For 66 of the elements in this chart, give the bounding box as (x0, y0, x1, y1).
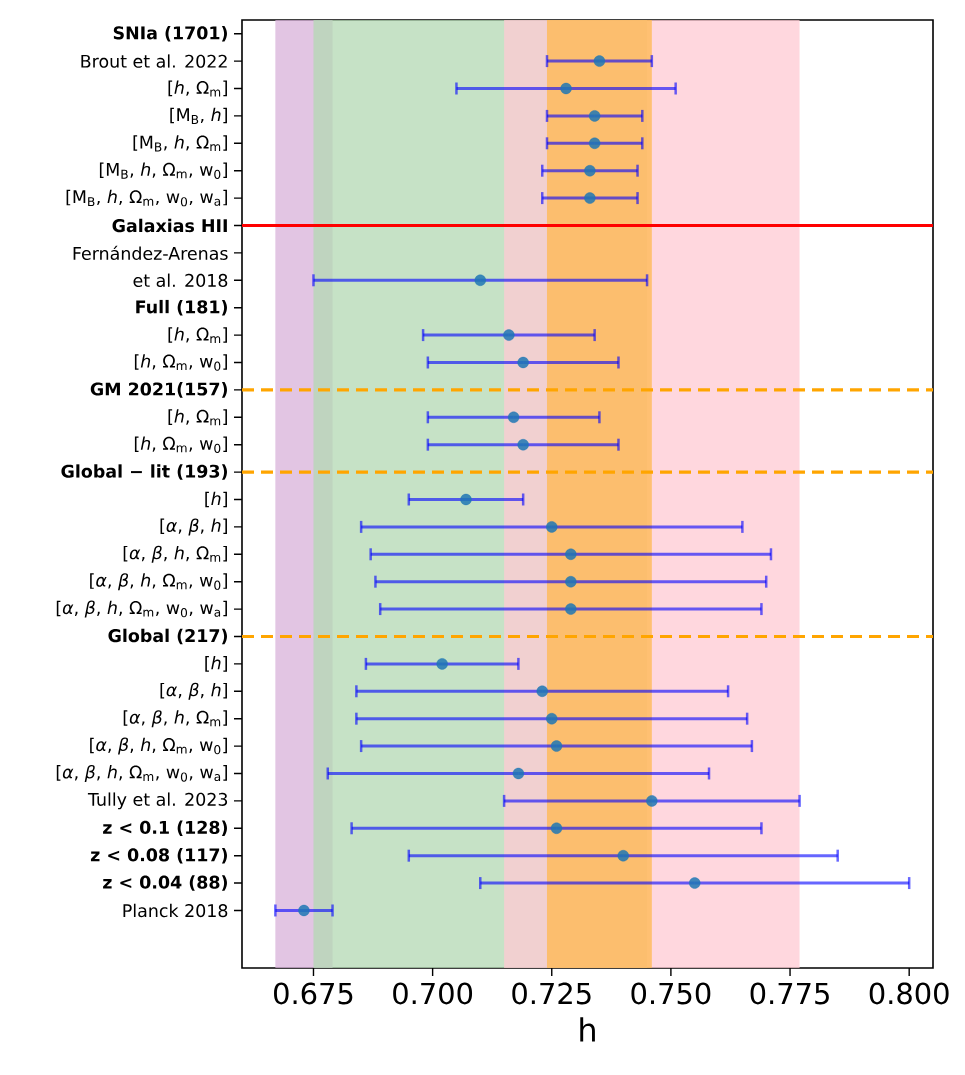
category-label: [α, β, h, Ω$_{m}$, w$_{0}$] (90, 737, 227, 755)
y-tick-label: [h, Ω$_{m}$, w$_{0}$] (134, 354, 227, 371)
y-tick-label: [h, Ω$_{m}$] (168, 409, 227, 426)
y-tick-label: Galaxias HII (112, 218, 227, 233)
point (565, 603, 577, 615)
x-tick-label: 0.675 (274, 982, 353, 1005)
y-tick-label: [M$_{B}$, h, Ω$_{m}$] (133, 135, 227, 152)
x-tick-label: 0.725 (512, 982, 591, 1005)
y-tick-label: [α, β, h] (160, 682, 227, 700)
y-tick-label: SNIa (1701) (113, 25, 227, 42)
y-tick-label: z < 0.04 (88) (103, 875, 227, 891)
category-label: [α, β, h, Ω$_{m}$, w$_{0}$, w$_{a}$] (56, 600, 227, 618)
point (550, 740, 563, 752)
point (536, 685, 548, 697)
y-tick-label: Tully et al. 2023 (87, 792, 228, 810)
y-tick-label: [M$_{B}$, h] (170, 107, 227, 125)
point (460, 493, 472, 506)
y-tick-label: [h, Ω$_{m}$, w$_{0}$] (134, 436, 227, 453)
point (689, 877, 701, 889)
point (617, 849, 629, 862)
point (512, 767, 525, 780)
point (560, 82, 572, 95)
point (646, 795, 658, 807)
point (584, 192, 596, 204)
point (593, 55, 606, 67)
y-tick-label: Brout et al. 2022 (81, 54, 227, 68)
category-label: [α, β, h, Ω$_{m}$] (123, 545, 227, 563)
y-tick-label: z < 0.08 (117) (90, 847, 227, 864)
point (517, 438, 529, 451)
y-tick-label: Full (181) (136, 299, 227, 316)
y-tick-label: [h] (205, 656, 227, 672)
category-label: [M$_{B}$, h, Ω$_{m}$, w$_{0}$] (99, 162, 227, 179)
point (436, 658, 448, 670)
y-tick-label: [α, β, h] (160, 518, 227, 536)
category-label: [M$_{B}$, h, Ω$_{m}$, w$_{0}$, w$_{a}$] (66, 189, 227, 207)
point (546, 712, 558, 725)
point (298, 904, 310, 917)
y-tick-label: [h, Ω$_{m}$] (168, 80, 227, 97)
x-tick-label: 0.750 (631, 982, 711, 1005)
y-tick-label: z < 0.1 (128) (103, 820, 227, 837)
point (517, 356, 529, 369)
point (588, 110, 601, 122)
point (550, 822, 563, 834)
point (503, 329, 515, 341)
point (565, 548, 577, 560)
point (546, 521, 558, 533)
point (474, 274, 486, 286)
x-tick-label: 0.800 (869, 982, 949, 1005)
y-tick-label: et al. 2018 (133, 273, 228, 288)
point (588, 137, 601, 149)
category-label: [α, β, h, Ω$_{m}$, w$_{0}$] (90, 573, 227, 591)
y-tick-label: Planck 2018 (123, 903, 228, 918)
point (507, 411, 520, 423)
category-label: [α, β, h, Ω$_{m}$] (123, 710, 227, 728)
point (565, 575, 577, 588)
category-label: [α, β, h, Ω$_{m}$, w$_{0}$, w$_{a}$] (56, 764, 227, 782)
y-tick-label: Global − lit (193) (61, 464, 228, 480)
x-axis-title: h (580, 1017, 595, 1042)
x-tick-label: 0.700 (393, 982, 473, 1005)
y-tick-label: GM 2021(157) (90, 382, 227, 398)
y-tick-label: [h] (205, 491, 227, 508)
y-tick-label: Global (217) (108, 628, 227, 645)
y-tick-label: Fernández-Arenas (73, 245, 228, 260)
point (584, 165, 596, 177)
x-tick-label: 0.775 (750, 982, 829, 1005)
y-tick-label: [h, Ω$_{m}$] (168, 327, 227, 344)
